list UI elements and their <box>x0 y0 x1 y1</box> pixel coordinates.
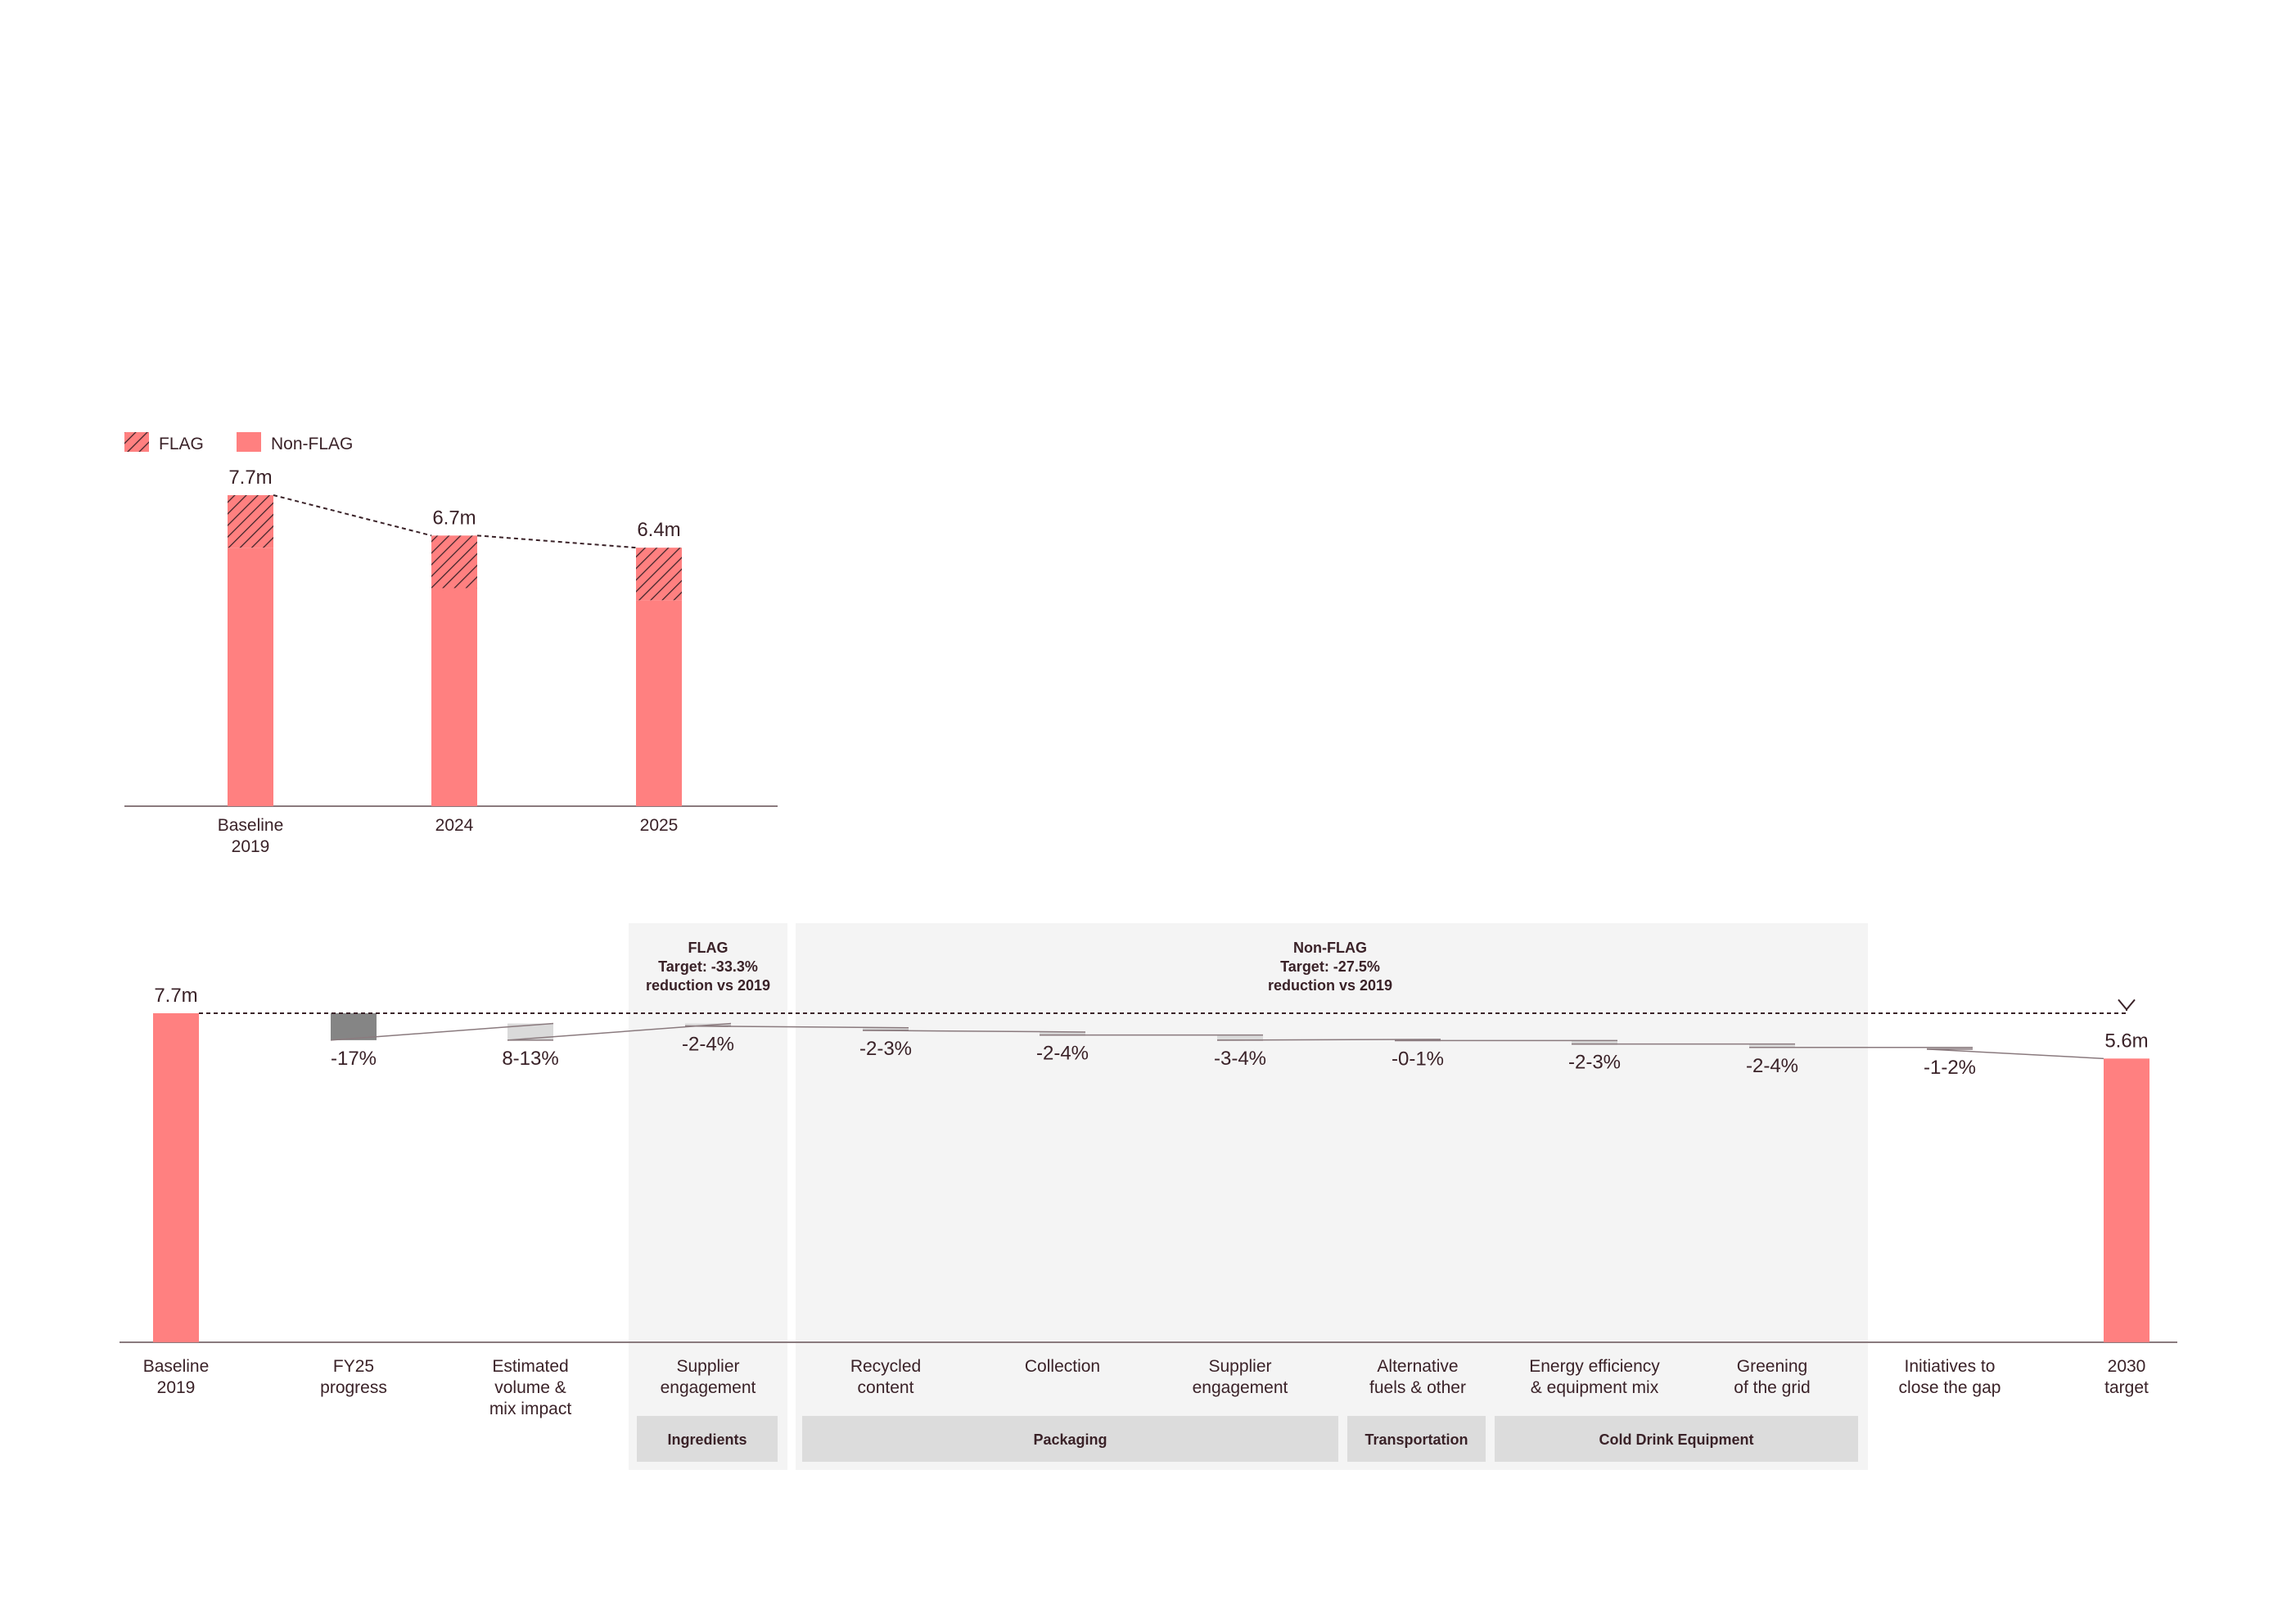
tick-label: Initiatives to close the gap <box>1899 1357 2001 1397</box>
tick-label: Baseline 2019 <box>218 816 284 856</box>
connector-line <box>330 1022 554 1041</box>
waterfall-bar <box>1040 1031 1085 1035</box>
value-label: -2-4% <box>1036 1043 1089 1065</box>
connector-line <box>476 534 637 549</box>
category-box <box>1495 1416 1858 1462</box>
category-box <box>637 1416 778 1462</box>
tick-label: 2030 target <box>2104 1357 2149 1397</box>
tick-label: Energy efficiency & equipment mix <box>1529 1357 1660 1397</box>
waterfall-bar <box>153 1013 199 1342</box>
bar-flag <box>636 548 682 601</box>
value-label: -2-3% <box>859 1038 912 1060</box>
tick-label: Collection <box>1025 1357 1100 1376</box>
flag-panel <box>629 923 787 1470</box>
value-label: 7.7m <box>154 985 197 1007</box>
waterfall-bar <box>1217 1035 1263 1040</box>
value-label: -3-4% <box>1214 1048 1266 1070</box>
tick-label: Supplier engagement <box>1193 1357 1288 1397</box>
connector-line <box>273 494 432 537</box>
waterfall-bar <box>331 1013 377 1040</box>
waterfall-bar <box>1749 1044 1795 1048</box>
legend-label-non-flag: Non-FLAG <box>271 435 353 453</box>
legend-swatch-flag <box>124 432 149 452</box>
value-label: -17% <box>331 1048 377 1070</box>
tick-label: Greening of the grid <box>1734 1357 1810 1397</box>
value-label: -2-4% <box>1746 1055 1798 1077</box>
legend-swatch-non-flag <box>237 432 261 452</box>
tick-label: Alternative fuels & other <box>1369 1357 1466 1397</box>
legend-label-flag: FLAG <box>159 435 204 453</box>
tick-label: Estimated volume & mix impact <box>489 1357 572 1418</box>
connector-line <box>1926 1048 2104 1060</box>
tick-label: Recycled content <box>850 1357 921 1397</box>
value-label: -2-3% <box>1568 1052 1621 1074</box>
non-flag-panel <box>796 923 1868 1470</box>
category-panels: FLAG Target: -33.3% reduction vs 2019 Non-F… <box>629 923 1868 1470</box>
value-label: -1-2% <box>1924 1057 1976 1079</box>
group-header: FLAG Target: -33.3% reduction vs 2019 <box>646 940 770 994</box>
total-label: 6.7m <box>432 507 476 529</box>
category-box <box>1347 1416 1486 1462</box>
connector-line <box>684 1025 909 1029</box>
bar-non-flag <box>228 548 273 806</box>
waterfall-bar <box>2104 1058 2149 1342</box>
legend: FLAG Non-FLAG <box>124 432 353 453</box>
connector-line <box>1216 1039 1441 1041</box>
waterfall-chart: 7.7m Baseline 2019 -17% FY25 progress 8-13% Est… <box>120 985 2177 1418</box>
category-box-label: Ingredients <box>667 1431 747 1448</box>
total-label: 7.7m <box>228 467 272 489</box>
category-box <box>802 1416 1338 1462</box>
waterfall-bar <box>507 1023 553 1040</box>
tick-label: Supplier engagement <box>661 1357 756 1397</box>
tick-label: FY25 progress <box>320 1357 387 1397</box>
bar-flag <box>228 495 273 548</box>
tick-label: Baseline 2019 <box>143 1357 210 1397</box>
category-box-label: Transportation <box>1365 1431 1468 1448</box>
category-box-label: Packaging <box>1033 1431 1107 1448</box>
waterfall-bar <box>863 1027 909 1030</box>
bar-flag <box>431 535 477 588</box>
value-label: 8-13% <box>502 1048 558 1070</box>
tick-label: 2024 <box>435 816 474 835</box>
value-label: -2-4% <box>682 1034 734 1056</box>
arrow-head-icon <box>2118 999 2136 1011</box>
waterfall-bar <box>1927 1047 1973 1049</box>
category-box-label: Cold Drink Equipment <box>1599 1431 1754 1448</box>
group-header: Non-FLAG Target: -27.5% reduction vs 2019 <box>1268 940 1392 994</box>
stacked-bar-chart: 7.7m Baseline 2019 6.7m 2024 6.4m 2025 <box>124 467 778 856</box>
bar-non-flag <box>636 600 682 806</box>
bar-non-flag <box>431 588 477 806</box>
value-label: -0-1% <box>1392 1048 1444 1070</box>
total-label: 6.4m <box>637 519 680 541</box>
connector-line <box>862 1030 1086 1033</box>
waterfall-bar <box>1572 1040 1617 1044</box>
value-label: 5.6m <box>2104 1030 2148 1052</box>
tick-label: 2025 <box>640 816 679 835</box>
